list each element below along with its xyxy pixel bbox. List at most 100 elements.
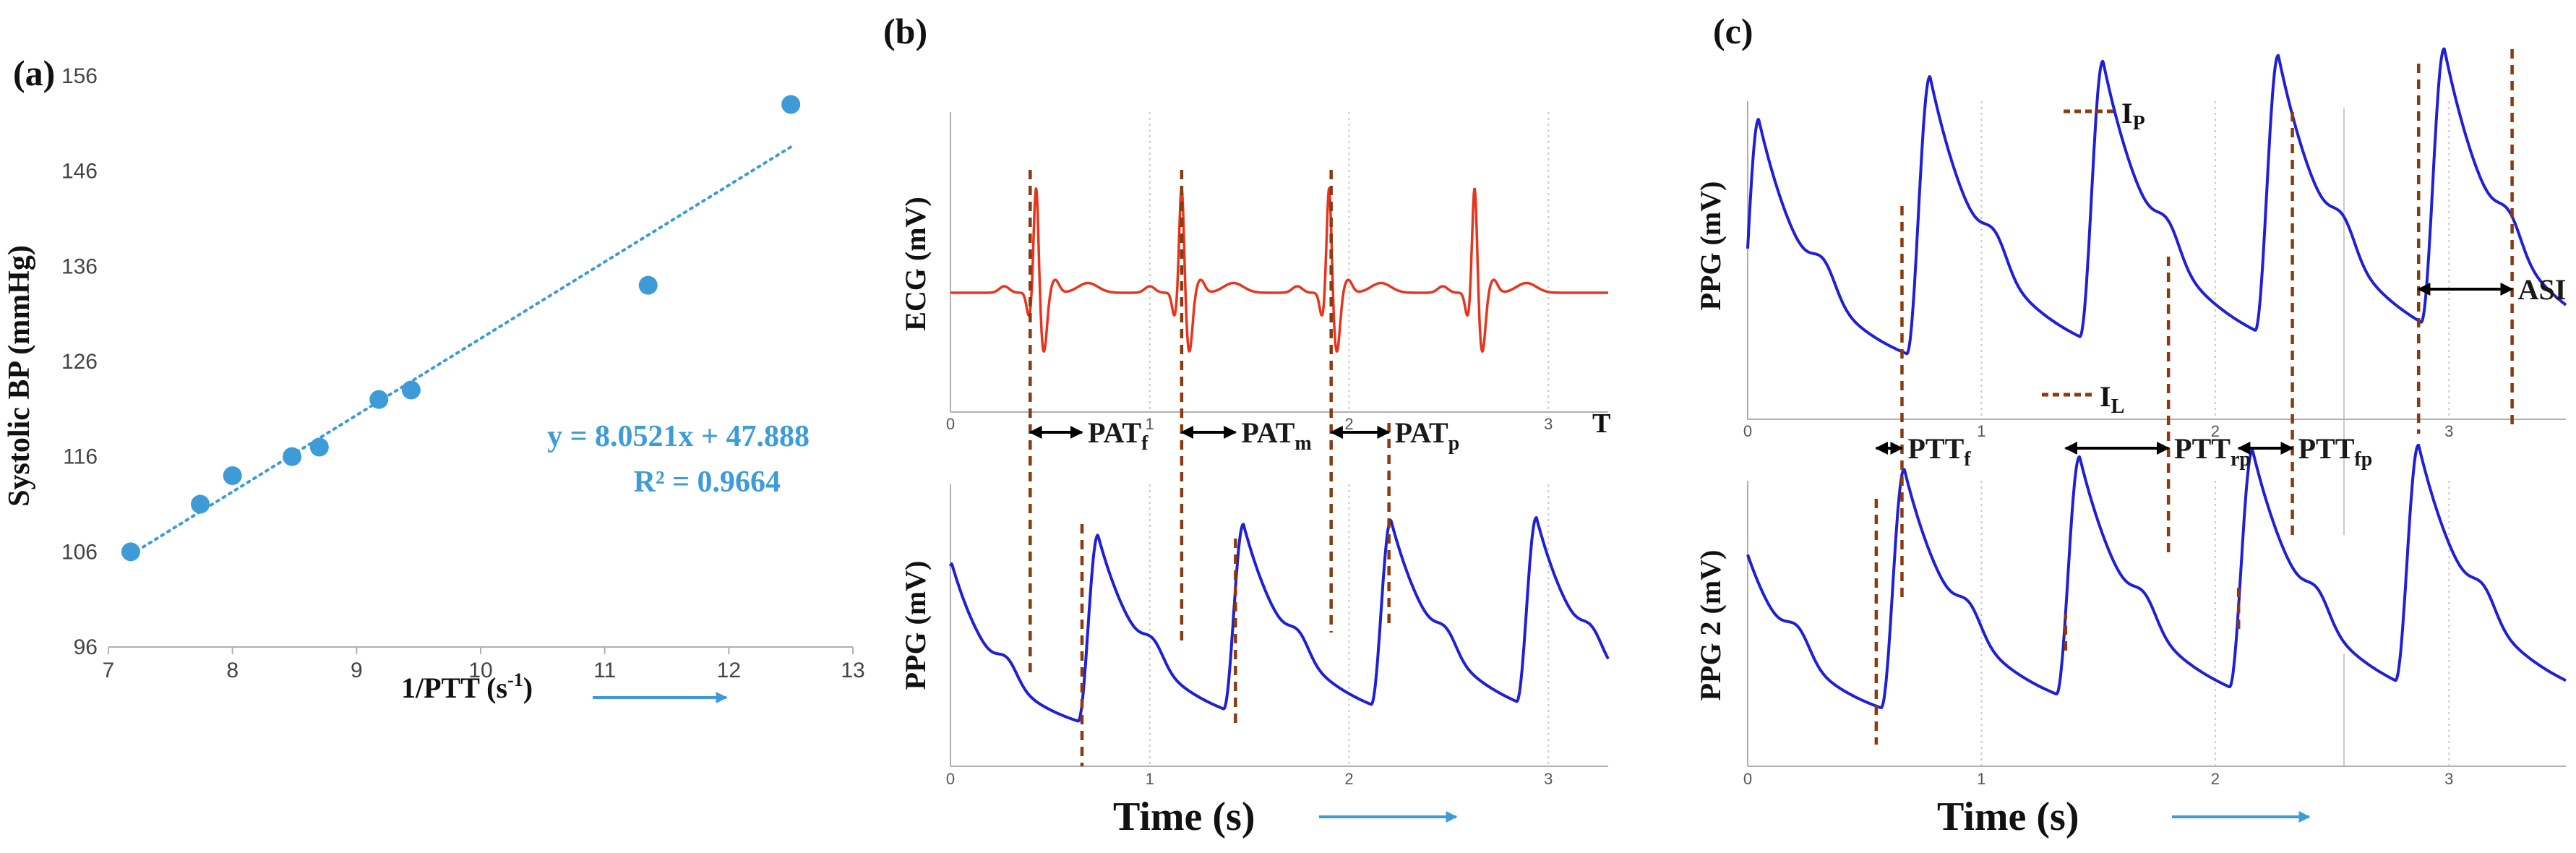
pat-interval-label-sub: f: [1141, 432, 1149, 455]
scatter-point: [309, 437, 329, 457]
scatter-x-tick-label: 13: [841, 659, 864, 682]
ptt-interval-label: PTTfp: [2298, 432, 2373, 471]
ppg1-y-label: PPG (mV): [1694, 181, 1727, 311]
scatter-point: [638, 275, 658, 295]
ppg-x-tick-label: 1: [1146, 770, 1154, 788]
ppg2-x-tick-label: 1: [1977, 770, 1985, 788]
trendline: [129, 145, 793, 557]
pat-interval-label-main: PAT: [1395, 416, 1448, 449]
scatter-point: [369, 390, 389, 409]
ppg1-series-line: [1746, 47, 2567, 356]
scatter-x-tick-label: 7: [103, 659, 115, 682]
scatter-y-label: Systolic BP (mmHg): [3, 245, 36, 507]
ecg-y-label: ECG (mV): [899, 197, 932, 331]
ppg1-x-tick-label: 3: [2444, 422, 2453, 440]
scatter-y-tick-label: 126: [61, 350, 98, 374]
scatter-x-tick-label: 10: [468, 659, 492, 682]
scatter-x-label-main: 1/PTT (s: [401, 672, 507, 704]
ppg2-series-line: [1746, 443, 2567, 710]
scatter-point: [191, 494, 210, 514]
pat-interval-label-sub: p: [1448, 432, 1460, 455]
ppg2-x-tick-label: 2: [2211, 770, 2220, 788]
scatter-point: [223, 466, 242, 485]
scatter-points: [121, 95, 801, 562]
ppg1-x-tick-label: 0: [1743, 422, 1752, 440]
panel-c-grid: [1980, 101, 2450, 766]
scatter-x-tick-label: 11: [593, 659, 616, 682]
pat-intervals: PATf PATm PATp: [1029, 416, 1460, 455]
scatter-y-tick-label: 106: [61, 540, 98, 564]
r-squared: R² = 0.9664: [634, 466, 781, 499]
ptt-interval-label-sub: f: [1964, 448, 1971, 471]
scatter-x-tick-label: 12: [717, 659, 741, 682]
ppg1-x-tick-label: 2: [2211, 422, 2220, 440]
ptt-interval-label: PTTrp: [2174, 432, 2251, 471]
scatter-x-label-close: ): [523, 672, 533, 704]
ppg-x-tick-label: 3: [1544, 770, 1553, 788]
pat-interval-label-main: PAT: [1088, 416, 1141, 449]
scatter-x-tick-label: 8: [226, 659, 239, 682]
pat-markers: [1029, 170, 1391, 766]
il-sub: L: [2111, 395, 2125, 418]
scatter-chart: 7 8 9 10 11 12 13 96 106 116 126 136 146 156 Systoli…: [3, 64, 865, 704]
panel-c-ticks: 0 0 1 1 2 2 3 3: [1743, 422, 2454, 788]
ppg1-x-tick-label: 1: [1977, 422, 1985, 440]
scatter-y-tick-label: 96: [74, 635, 98, 659]
ptt-interval-label-main: ASI: [2518, 273, 2567, 306]
ppg2-y-label: PPG 2 (mV): [1694, 550, 1727, 701]
ptt-interval-label-main: PTT: [1907, 432, 1964, 465]
ppg-x-tick-label: 2: [1344, 770, 1353, 788]
ppg-x-tick-label: 0: [946, 770, 955, 788]
panel-b-ticks: 0 0 1 1 2 2 3 3: [946, 415, 1553, 788]
ip-sub: P: [2133, 112, 2145, 134]
ecg-x-tick-label: 0: [946, 415, 955, 433]
panel-b-grid: [1149, 112, 1550, 766]
panel-b-label: (b): [883, 11, 927, 51]
scatter-y-tick-label: 156: [61, 64, 98, 88]
ppg-y-label: PPG (mV): [899, 561, 932, 690]
ip-annotation: IP: [2121, 97, 2145, 134]
scatter-y-ticks: 96 106 116 126 136 146 156: [61, 64, 98, 659]
scatter-y-tick-label: 116: [63, 445, 98, 469]
panel-c-label: (c): [1713, 11, 1753, 51]
ptt-interval-label-sub: fp: [2354, 448, 2372, 471]
pat-interval-label: PATm: [1241, 416, 1311, 455]
scatter-x-ticks: 7 8 9 10 11 12 13: [103, 647, 865, 682]
scatter-y-tick-label: 146: [61, 160, 98, 184]
ecg-x-tick-label: 1: [1146, 415, 1154, 433]
scatter-y-tick-label: 136: [61, 254, 98, 278]
ptt-interval-label-main: PTT: [2298, 432, 2355, 465]
regression-equation: y = 8.0521x + 47.888: [547, 420, 810, 453]
scatter-x-label: 1/PTT (s-1): [401, 669, 533, 704]
ecg-x-tick-label: 2: [1344, 415, 1353, 433]
ptt-interval-label: PTTf: [1907, 432, 1971, 471]
il-label: I: [2100, 380, 2111, 413]
scatter-point: [401, 380, 421, 400]
il-annotation: IL: [2100, 380, 2124, 418]
pat-interval-label-sub: m: [1295, 432, 1311, 455]
ecg-x-tick-label: 3: [1544, 415, 1553, 433]
panel-a-label: (a): [13, 53, 55, 93]
pat-interval-label-main: PAT: [1241, 416, 1295, 449]
scatter-point: [283, 447, 302, 466]
scatter-point: [781, 95, 801, 114]
ptt-markers: [1874, 49, 2514, 745]
ptt-interval-label-sub: rp: [2231, 448, 2251, 471]
panel-b-x-label: Time (s): [1113, 794, 1255, 839]
ptt-interval-label: ASI: [2518, 273, 2567, 306]
ppg2-x-tick-label: 3: [2444, 770, 2453, 788]
t-annotation: T: [1592, 408, 1610, 439]
pat-interval-label: PATf: [1088, 416, 1149, 455]
ip-label: I: [2121, 97, 2133, 129]
ppg-series-line: [949, 516, 1610, 723]
ecg-series-line: [949, 187, 1610, 353]
panel-c-x-label: Time (s): [1937, 794, 2079, 839]
scatter-x-tick-label: 9: [351, 659, 363, 682]
pat-interval-label: PATp: [1395, 416, 1460, 455]
ppg2-x-tick-label: 0: [1743, 770, 1752, 788]
ptt-interval-label-main: PTT: [2174, 432, 2231, 465]
